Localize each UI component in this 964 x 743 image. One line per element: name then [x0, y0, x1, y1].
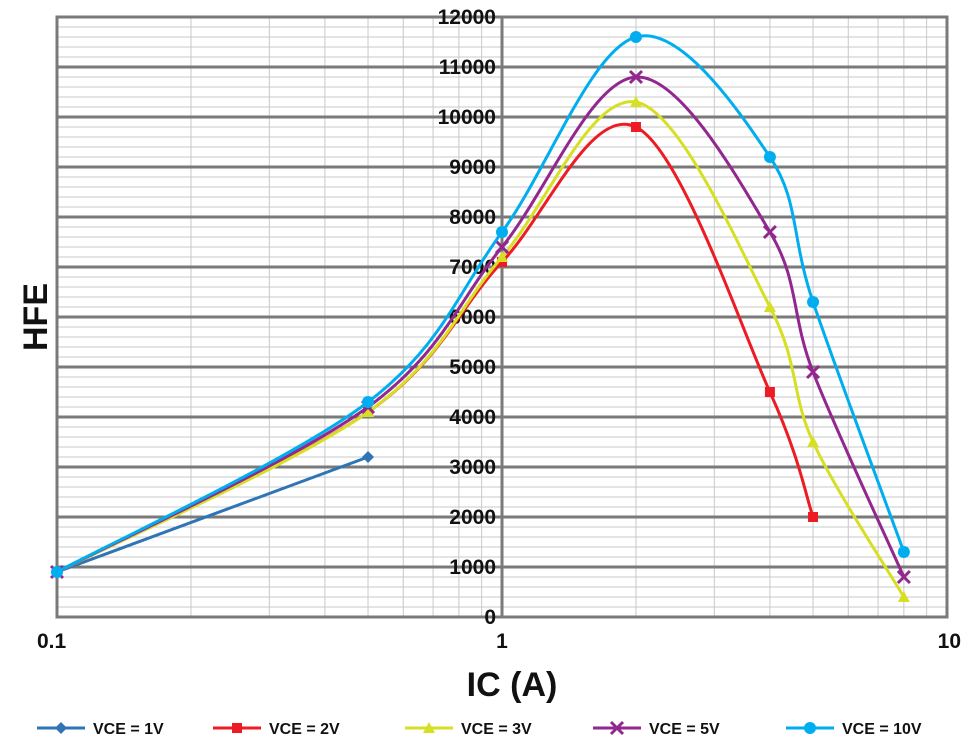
data-point-marker: [807, 436, 820, 447]
series-5: [51, 31, 910, 578]
data-point-marker: [629, 96, 642, 107]
data-point-marker: [496, 226, 508, 238]
y-tick-label: 1000: [449, 556, 496, 579]
legend-label: VCE = 10V: [842, 721, 922, 738]
data-point-marker: [807, 296, 820, 308]
y-tick-label: 11000: [439, 56, 496, 79]
legend-label: VCE = 5V: [649, 721, 720, 738]
legend-label: VCE = 3V: [461, 721, 532, 738]
marker-stroke: [805, 364, 821, 380]
data-point-marker: [896, 569, 911, 585]
data-point-marker: [805, 364, 821, 380]
legend-item: VCE = 10V: [786, 721, 922, 738]
data-point-marker: [362, 451, 375, 463]
data-point-marker: [628, 69, 644, 85]
grid: [55, 15, 949, 619]
legend: VCE = 1V VCE = 2V VCE = 3V VCE = 5V VCE = 10…: [37, 720, 922, 738]
data-point-marker: [804, 722, 816, 734]
data-point-marker: [232, 723, 242, 733]
x-axis-ticks: 0.1 1 10: [37, 630, 961, 653]
data-point-marker: [764, 387, 775, 397]
data-point-marker: [897, 591, 910, 602]
legend-label: VCE = 2V: [269, 721, 340, 738]
x-tick-label: 1: [496, 630, 508, 653]
y-tick-label: 4000: [449, 406, 496, 429]
marker-stroke: [609, 720, 625, 736]
series-line: [56, 100, 906, 598]
data-point-marker: [629, 31, 642, 43]
data-point-marker: [362, 406, 375, 417]
series-line: [56, 455, 369, 574]
y-tick-label: 8000: [449, 206, 496, 229]
series-4: [49, 69, 911, 585]
data-point-marker: [808, 512, 819, 522]
x-tick-label: 10: [938, 630, 961, 653]
data-point-marker: [496, 251, 508, 262]
data-point-marker: [897, 546, 910, 558]
y-axis-label: HFE: [17, 283, 55, 351]
y-tick-label: 12000: [438, 6, 496, 29]
data-point-marker: [762, 224, 777, 240]
marker-stroke: [494, 239, 510, 255]
marker-stroke: [762, 224, 777, 240]
data-point-marker: [630, 122, 641, 132]
data-point-marker: [362, 396, 375, 408]
x-tick-label: 0.1: [37, 630, 67, 653]
y-tick-label: 3000: [449, 456, 496, 479]
y-tick-label: 2000: [449, 506, 496, 529]
y-tick-label: 0: [484, 606, 496, 629]
data-point-marker: [494, 239, 510, 255]
x-axis-label: IC (A): [467, 666, 558, 704]
legend-item: VCE = 5V: [593, 720, 720, 738]
data-point-marker: [51, 566, 63, 578]
series-group: [49, 31, 911, 602]
plot-frame: [55, 15, 949, 619]
data-point-marker: [609, 720, 625, 736]
legend-item: VCE = 3V: [405, 721, 532, 738]
data-point-marker: [423, 722, 435, 733]
data-point-marker: [763, 301, 776, 312]
y-tick-label: 10000: [438, 106, 496, 129]
y-tick-label: 5000: [449, 356, 496, 379]
y-tick-label: 9000: [449, 156, 496, 179]
data-point-marker: [763, 151, 776, 163]
legend-label: VCE = 1V: [93, 721, 164, 738]
legend-item: VCE = 1V: [37, 721, 164, 738]
marker-stroke: [628, 69, 644, 85]
legend-item: VCE = 2V: [213, 721, 340, 738]
data-point-marker: [55, 722, 67, 734]
marker-stroke: [896, 569, 911, 585]
